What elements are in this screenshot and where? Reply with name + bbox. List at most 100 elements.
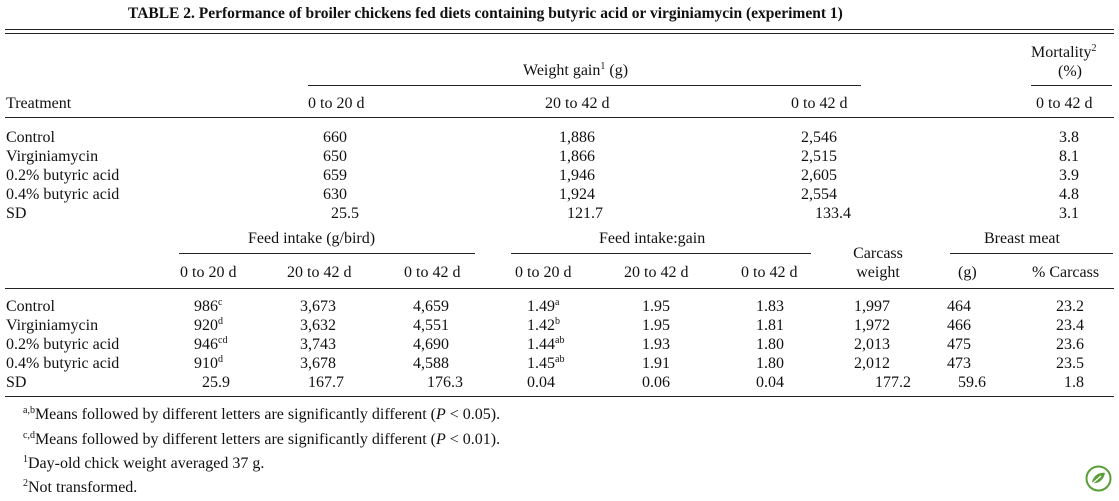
table-cell: 8.1: [1059, 148, 1079, 165]
table-row-treatment: 0.4% butyric acid: [6, 186, 120, 203]
table-cell: 3,743: [300, 336, 336, 353]
table-cell: 2,013: [854, 336, 890, 353]
table-row-treatment: 0.2% butyric acid: [6, 336, 120, 353]
table-cell: 1.49a: [527, 297, 560, 315]
table-cell: 1,972: [854, 317, 890, 334]
table-cell: 910d: [194, 354, 223, 372]
weight-gain-rule: [308, 85, 861, 86]
treatment-header: Treatment: [6, 95, 72, 112]
fg-period-0-20: 0 to 20 d: [515, 264, 572, 281]
table-cell: 1.95: [642, 298, 670, 315]
table-cell: 3.8: [1059, 129, 1079, 146]
table-cell: 0.04: [756, 374, 784, 391]
fg-period-20-42: 20 to 42 d: [624, 264, 689, 281]
breast-pct-header: % Carcass: [1032, 264, 1100, 281]
table-cell: 167.7: [308, 374, 344, 391]
leaf-logo-icon: [1085, 465, 1112, 492]
table-row-treatment: Control: [6, 129, 55, 146]
table-cell: 4,690: [413, 336, 449, 353]
table-cell: 1.45ab: [527, 354, 565, 372]
table-cell: 0.06: [642, 374, 670, 391]
table-cell: 2,012: [854, 355, 890, 372]
table-cell: 1,946: [559, 167, 595, 184]
table-cell: 25.5: [331, 205, 359, 222]
period-header-0-42: 0 to 42 d: [791, 95, 848, 112]
table-cell: 59.6: [958, 374, 986, 391]
mortality-header: Mortality2: [1031, 43, 1097, 61]
table-cell: 1.83: [756, 298, 784, 315]
breast-g-header: (g): [958, 264, 977, 281]
table-row-treatment: Virginiamycin: [6, 317, 99, 334]
table-cell: 1.44ab: [527, 335, 565, 353]
table-row-treatment: 0.4% butyric acid: [6, 355, 120, 372]
period-header-0-20: 0 to 20 d: [308, 95, 365, 112]
section2-header-rule: [5, 288, 1114, 289]
table-cell: 1.93: [642, 336, 670, 353]
table-cell: 464: [947, 298, 971, 315]
table-cell: 133.4: [815, 205, 851, 222]
top-rule-1: [5, 29, 1114, 30]
carcass-header-weight: weight: [856, 264, 900, 281]
feed-gain-header: Feed intake:gain: [599, 230, 706, 247]
footnote-1: 1Day-old chick weight averaged 37 g.: [23, 454, 265, 472]
feed-intake-header: Feed intake (g/bird): [248, 230, 376, 247]
table-cell: 1,997: [854, 298, 890, 315]
table-cell: 121.7: [567, 205, 603, 222]
table-cell: 4.8: [1059, 186, 1079, 203]
table-cell: 473: [947, 355, 971, 372]
table-cell: 946cd: [194, 335, 228, 353]
feed-intake-rule: [179, 253, 475, 254]
table-row-treatment: Control: [6, 298, 55, 315]
footnote-2: 2Not transformed.: [23, 478, 138, 496]
table-cell: 23.6: [1056, 336, 1084, 353]
table-cell: 2,605: [801, 167, 837, 184]
table-title: TABLE 2. Performance of broiler chickens…: [128, 5, 843, 22]
fi-period-0-20: 0 to 20 d: [180, 264, 237, 281]
table-cell: 660: [323, 129, 347, 146]
table-cell: 1.81: [756, 317, 784, 334]
table-cell: 1.95: [642, 317, 670, 334]
table-cell: 23.4: [1056, 317, 1084, 334]
table-cell: 3,632: [300, 317, 336, 334]
table-cell: 1.80: [756, 355, 784, 372]
table-cell: 176.3: [427, 374, 463, 391]
table-cell: 4,588: [413, 355, 449, 372]
table-cell: 650: [323, 148, 347, 165]
table-cell: 1,886: [559, 129, 595, 146]
footnote-cd: c,dMeans followed by different letters a…: [23, 430, 501, 448]
table-cell: 0.04: [527, 374, 555, 391]
table-cell: 177.2: [875, 374, 911, 391]
table-cell: 920d: [194, 316, 223, 334]
fg-period-0-42: 0 to 42 d: [741, 264, 798, 281]
feed-gain-rule: [511, 253, 811, 254]
table-cell: 4,659: [413, 298, 449, 315]
table-cell: 25.9: [202, 374, 230, 391]
table-cell: 2,546: [801, 129, 837, 146]
table-cell: 23.2: [1056, 298, 1084, 315]
table-cell: 630: [323, 186, 347, 203]
table-cell: 1.80: [756, 336, 784, 353]
footnote-ab: a,bMeans followed by different letters a…: [23, 405, 501, 423]
table-cell: 986c: [194, 297, 223, 315]
mortality-rule: [1031, 85, 1112, 86]
fi-period-20-42: 20 to 42 d: [287, 264, 352, 281]
bottom-rule: [5, 396, 1114, 397]
table-cell: 2,515: [801, 148, 837, 165]
table-cell: 23.5: [1056, 355, 1084, 372]
table-cell: 2,554: [801, 186, 837, 203]
mortality-period-header: 0 to 42 d: [1036, 95, 1093, 112]
table-cell: 3,673: [300, 298, 336, 315]
table-cell: 475: [947, 336, 971, 353]
top-rule-2: [5, 33, 1114, 34]
table-row-treatment: 0.2% butyric acid: [6, 167, 120, 184]
section1-header-rule: [5, 117, 1114, 118]
table-cell: 3,678: [300, 355, 336, 372]
fi-period-0-42: 0 to 42 d: [404, 264, 461, 281]
table-cell: 466: [947, 317, 971, 334]
table-cell: 1.8: [1064, 374, 1084, 391]
table-cell: 1.91: [642, 355, 670, 372]
breast-meat-rule: [950, 253, 1113, 254]
table-cell: 3.9: [1059, 167, 1079, 184]
mortality-unit: (%): [1058, 63, 1082, 80]
table-cell: 3.1: [1059, 205, 1079, 222]
